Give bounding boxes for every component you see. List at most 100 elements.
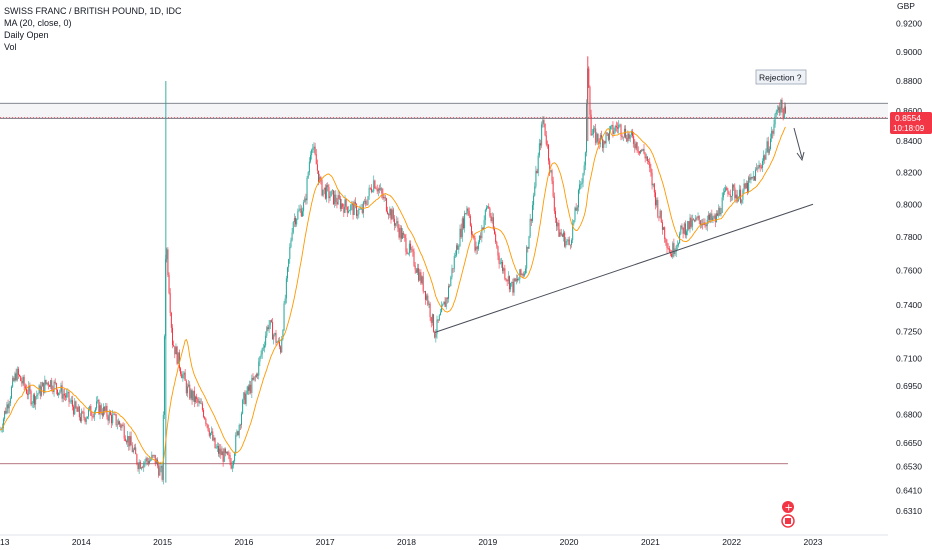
candle-body bbox=[426, 295, 428, 300]
candle-body bbox=[476, 246, 478, 249]
candle-body bbox=[344, 199, 346, 213]
ma-indicator-label[interactable]: MA (20, close, 0) bbox=[4, 18, 72, 28]
event-icons[interactable]: + bbox=[781, 501, 795, 528]
y-tick-label: 0.8800 bbox=[896, 76, 922, 86]
candle-body bbox=[388, 213, 390, 216]
candle-body bbox=[63, 393, 65, 396]
y-tick-label: 0.8600 bbox=[896, 106, 922, 116]
candle-body bbox=[267, 327, 269, 330]
candle-body bbox=[642, 148, 644, 151]
candle-body bbox=[277, 340, 279, 343]
candle-body bbox=[571, 240, 573, 246]
candle-body bbox=[456, 245, 458, 256]
earnings-icon-inner bbox=[785, 518, 791, 524]
candle-body bbox=[359, 209, 361, 210]
candle-body bbox=[364, 200, 366, 202]
candle-body bbox=[143, 462, 145, 468]
x-tick-label: 2017 bbox=[316, 537, 335, 547]
candle-body bbox=[588, 68, 590, 87]
candle-body bbox=[494, 228, 495, 235]
candle-body bbox=[602, 139, 604, 149]
candle-body bbox=[5, 410, 7, 414]
daily-open-label[interactable]: Daily Open bbox=[4, 30, 49, 40]
candle-body bbox=[544, 123, 546, 136]
candle-body bbox=[651, 172, 653, 186]
y-tick-label: 0.7250 bbox=[896, 326, 922, 336]
candle-body bbox=[760, 167, 762, 168]
volume-label[interactable]: Vol bbox=[4, 42, 17, 52]
candle-body bbox=[459, 228, 461, 247]
candle-body bbox=[481, 227, 483, 239]
price-axis[interactable]: GBP 0.9200 0.9000 0.8800 0.8600 0.8400 0.8200… bbox=[896, 1, 922, 516]
candle-body bbox=[298, 209, 300, 212]
candle-body bbox=[152, 455, 154, 456]
y-tick-label: 0.9200 bbox=[896, 19, 922, 29]
candle-body bbox=[595, 128, 597, 143]
candle-body bbox=[295, 217, 297, 225]
candle-body bbox=[144, 461, 146, 463]
candle-body bbox=[289, 247, 291, 260]
candle-body bbox=[312, 148, 314, 150]
candle-body bbox=[372, 191, 374, 192]
candle-body bbox=[330, 190, 332, 197]
candle-body bbox=[76, 407, 78, 412]
candle-body bbox=[485, 207, 487, 210]
candle-body bbox=[111, 415, 113, 424]
candle-body bbox=[557, 222, 559, 227]
candle-body bbox=[668, 248, 670, 253]
candle-body bbox=[638, 151, 640, 154]
candle-body bbox=[311, 149, 313, 156]
dividend-icon[interactable] bbox=[782, 501, 794, 513]
candle-body bbox=[713, 215, 715, 218]
symbol-title[interactable]: SWISS FRANC / BRITISH POUND, 1D, IDC bbox=[4, 6, 182, 16]
candle-body bbox=[437, 319, 439, 321]
candle-body bbox=[274, 333, 276, 335]
candle-body bbox=[12, 377, 14, 387]
candle-body bbox=[522, 273, 524, 276]
y-tick-label: 0.7100 bbox=[896, 354, 922, 364]
candle-body bbox=[208, 430, 210, 436]
candle-body bbox=[439, 312, 441, 316]
candle-body bbox=[173, 344, 175, 347]
candle-body bbox=[427, 295, 429, 305]
candle-body bbox=[552, 180, 554, 197]
candle-body bbox=[510, 282, 512, 290]
candle-body bbox=[534, 186, 536, 196]
candle-body bbox=[300, 208, 302, 217]
candle-body bbox=[238, 424, 240, 436]
candle-body bbox=[694, 219, 696, 222]
candle-body bbox=[675, 246, 677, 252]
candle-body bbox=[666, 242, 668, 249]
candle-body bbox=[761, 160, 763, 168]
candle-body bbox=[487, 206, 489, 208]
candle-body bbox=[175, 346, 177, 355]
candle-body bbox=[199, 401, 201, 404]
candle-body bbox=[398, 228, 400, 238]
time-axis[interactable]: 2013 2014 2015 2016 2017 2018 2019 2020 2021 2022… bbox=[0, 534, 888, 547]
rejection-callout[interactable]: Rejection ? bbox=[755, 69, 807, 85]
candle-body bbox=[721, 197, 723, 213]
candle-body bbox=[551, 170, 553, 181]
candle-body bbox=[606, 132, 608, 134]
candle-body bbox=[115, 414, 117, 426]
candle-body bbox=[145, 458, 147, 462]
candle-body bbox=[577, 190, 579, 208]
candle-body bbox=[420, 272, 422, 284]
candle-body bbox=[381, 188, 383, 194]
candle-body bbox=[475, 246, 477, 251]
candle-body bbox=[104, 406, 106, 411]
candle-body bbox=[396, 221, 398, 224]
candle-body bbox=[750, 177, 752, 180]
candle-body bbox=[235, 435, 237, 454]
candle-body bbox=[743, 183, 745, 191]
candle-body bbox=[469, 215, 471, 226]
candle-body bbox=[119, 421, 121, 425]
candle-body bbox=[280, 346, 282, 353]
candle-body bbox=[581, 182, 583, 185]
candle-body bbox=[91, 415, 93, 417]
candle-body bbox=[100, 405, 102, 414]
candle-body bbox=[610, 126, 612, 130]
candle-body bbox=[123, 425, 125, 439]
rejection-callout-text: Rejection ? bbox=[759, 73, 802, 83]
